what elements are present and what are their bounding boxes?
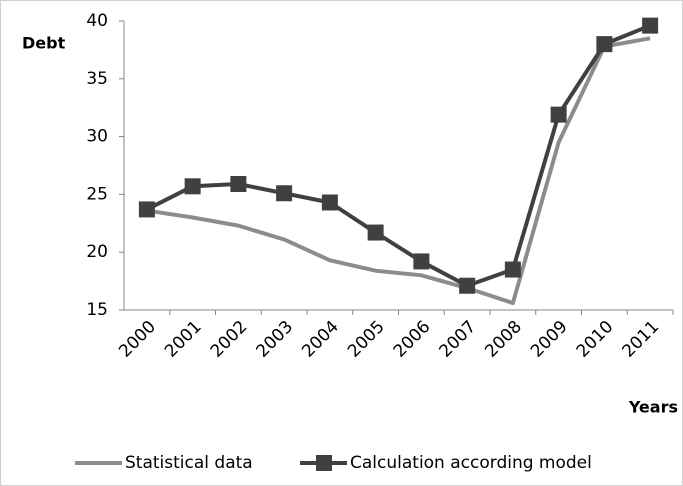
- marker: [596, 36, 613, 53]
- marker: [230, 175, 247, 192]
- y-tick-label: 25: [86, 184, 108, 204]
- y-tick-label: 40: [86, 11, 108, 31]
- y-tick-label: 15: [86, 300, 108, 320]
- y-tick-label: 20: [86, 242, 108, 262]
- marker: [276, 185, 293, 202]
- y-axis-label: Debt: [22, 34, 66, 53]
- legend-label: Calculation according model: [350, 453, 592, 473]
- x-axis-label: Years: [628, 398, 678, 417]
- y-tick-label: 30: [86, 127, 108, 147]
- y-tick-label: 35: [86, 69, 108, 89]
- marker: [459, 277, 476, 294]
- marker: [642, 17, 659, 34]
- marker: [550, 106, 567, 123]
- marker: [367, 224, 384, 241]
- marker: [504, 261, 521, 278]
- marker: [184, 178, 201, 195]
- marker: [321, 194, 338, 211]
- legend-label: Statistical data: [125, 453, 253, 473]
- marker: [138, 201, 155, 218]
- marker: [413, 253, 430, 270]
- series-line: [146, 36, 651, 306]
- legend-marker: [316, 455, 332, 471]
